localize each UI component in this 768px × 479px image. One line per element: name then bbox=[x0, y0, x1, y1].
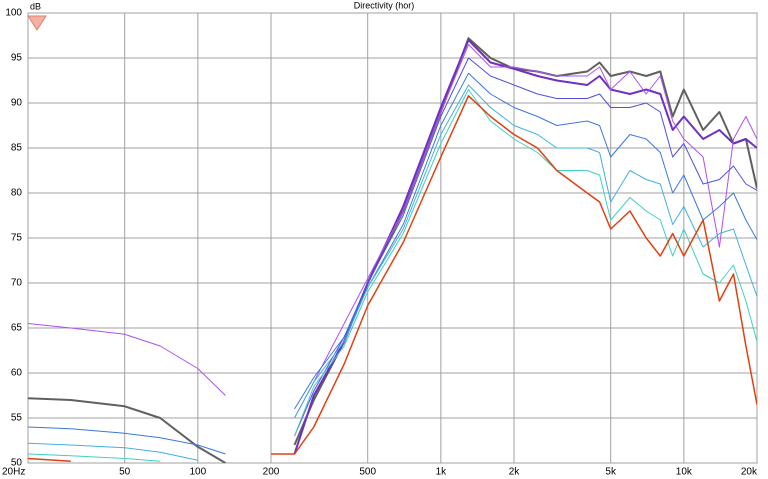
y-tick-label: 90 bbox=[11, 98, 23, 109]
y-tick-label: 100 bbox=[5, 8, 22, 19]
y-tick-label: 95 bbox=[11, 53, 23, 64]
x-tick-label: 20Hz bbox=[2, 467, 25, 478]
series-line bbox=[28, 44, 757, 419]
x-tick-label: 20k bbox=[741, 467, 758, 478]
logo-icon bbox=[27, 15, 47, 31]
x-tick-label: 200 bbox=[263, 467, 280, 478]
series-line bbox=[28, 95, 757, 462]
x-tick-label: 1k bbox=[436, 467, 448, 478]
y-tick-label: 80 bbox=[11, 188, 23, 199]
y-axis-label: dB bbox=[30, 1, 41, 11]
x-tick-label: 5k bbox=[605, 467, 617, 478]
y-tick-label: 75 bbox=[11, 233, 23, 244]
x-tick-label: 500 bbox=[359, 467, 376, 478]
series-line bbox=[293, 39, 757, 455]
series-line bbox=[28, 72, 757, 455]
y-tick-label: 50 bbox=[11, 458, 23, 469]
lines bbox=[28, 37, 757, 463]
y-tick-label: 55 bbox=[11, 413, 23, 424]
series-line bbox=[28, 84, 757, 461]
y-tick-label: 60 bbox=[11, 368, 23, 379]
chart-title: Directivity (hor) bbox=[354, 0, 415, 10]
x-tick-label: 50 bbox=[119, 467, 131, 478]
x-tick-label: 2k bbox=[509, 467, 521, 478]
series-line bbox=[28, 89, 757, 462]
y-tick-label: 85 bbox=[11, 143, 23, 154]
y-tick-label: 65 bbox=[11, 323, 23, 334]
series-line bbox=[294, 57, 757, 437]
y-tick-label: 70 bbox=[11, 278, 23, 289]
x-tick-label: 100 bbox=[190, 467, 207, 478]
x-tick-label: 10k bbox=[676, 467, 693, 478]
